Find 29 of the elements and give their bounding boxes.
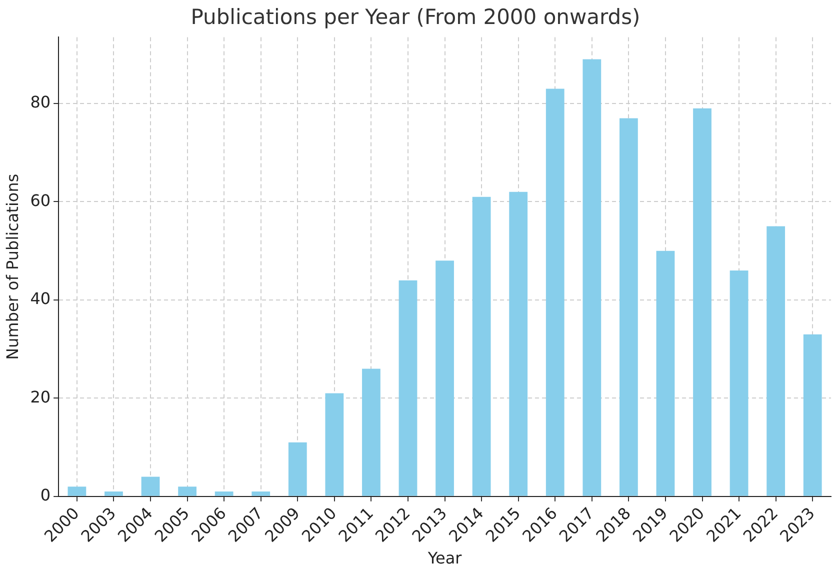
bar (436, 260, 454, 496)
y-tick-label: 60 (30, 190, 51, 210)
bar (68, 486, 86, 496)
y-tick-label: 0 (40, 486, 51, 505)
y-axis-title: Number of Publications (2, 174, 22, 360)
bar (620, 118, 638, 496)
bar (582, 59, 602, 496)
bar (214, 492, 234, 496)
bar (398, 280, 418, 496)
y-tick-label: 20 (30, 387, 51, 406)
bar (362, 368, 380, 496)
bar (546, 88, 564, 496)
bar (252, 492, 270, 496)
bar (325, 393, 344, 496)
bar (104, 492, 123, 496)
bar (766, 226, 786, 496)
bar (509, 192, 528, 496)
bar (178, 486, 196, 496)
bar (656, 250, 675, 496)
x-axis-title: Year (426, 548, 462, 568)
y-tick-label: 40 (30, 289, 51, 308)
y-tick-label: 80 (30, 92, 51, 112)
bar (803, 334, 822, 496)
bar (693, 108, 712, 496)
bar (141, 476, 160, 496)
chart-title: Publications per Year (From 2000 onwards) (190, 5, 640, 30)
bar (472, 196, 491, 496)
bar (288, 442, 307, 496)
bar (730, 270, 748, 496)
